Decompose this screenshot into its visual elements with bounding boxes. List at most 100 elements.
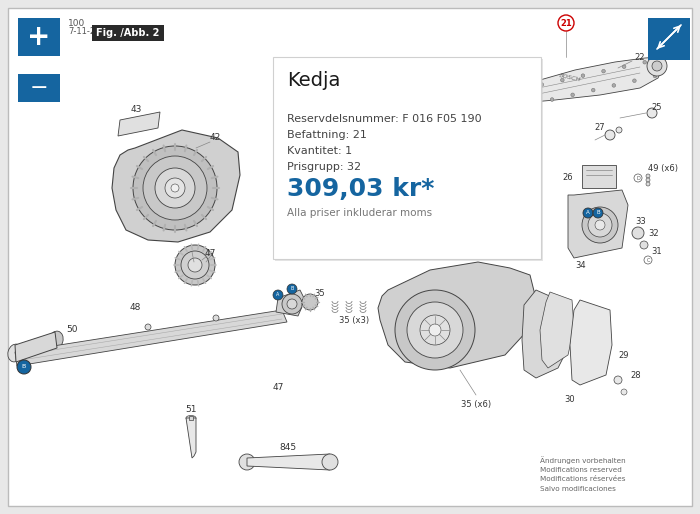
Circle shape — [621, 389, 627, 395]
Bar — [18, 18, 60, 56]
Circle shape — [643, 61, 647, 64]
Bar — [92, 25, 164, 41]
Circle shape — [647, 108, 657, 118]
Circle shape — [646, 178, 650, 182]
Circle shape — [509, 107, 512, 111]
Circle shape — [640, 241, 648, 249]
Circle shape — [465, 100, 481, 116]
Text: 30: 30 — [565, 395, 575, 405]
Circle shape — [588, 213, 612, 237]
Circle shape — [653, 74, 657, 78]
Text: 29: 29 — [618, 351, 629, 359]
Circle shape — [605, 130, 615, 140]
Text: Fig. /Abb. 2: Fig. /Abb. 2 — [97, 28, 160, 38]
Circle shape — [145, 324, 151, 330]
Polygon shape — [112, 130, 240, 242]
FancyBboxPatch shape — [8, 8, 692, 506]
Text: 47: 47 — [272, 383, 284, 393]
Text: B: B — [22, 364, 26, 370]
Text: 21: 21 — [560, 19, 572, 28]
Text: A: A — [276, 292, 280, 298]
Circle shape — [540, 83, 544, 86]
Polygon shape — [582, 165, 616, 188]
Polygon shape — [186, 418, 196, 458]
Circle shape — [595, 220, 605, 230]
Text: +: + — [27, 23, 50, 51]
Circle shape — [530, 102, 533, 106]
Polygon shape — [276, 290, 305, 316]
Circle shape — [181, 251, 209, 279]
Text: BOSCH: BOSCH — [559, 73, 582, 83]
Circle shape — [273, 290, 283, 300]
Circle shape — [550, 98, 554, 101]
Circle shape — [429, 324, 441, 336]
Circle shape — [583, 208, 593, 218]
Ellipse shape — [49, 331, 63, 349]
Text: 50: 50 — [66, 325, 78, 335]
Polygon shape — [378, 262, 535, 368]
Text: 42: 42 — [209, 134, 220, 142]
Text: 51: 51 — [186, 406, 197, 414]
Circle shape — [612, 84, 615, 87]
Polygon shape — [15, 310, 287, 366]
Text: 48: 48 — [130, 303, 141, 313]
Circle shape — [143, 156, 207, 220]
Text: 27: 27 — [595, 123, 606, 133]
FancyBboxPatch shape — [275, 59, 543, 261]
Circle shape — [165, 178, 185, 198]
Text: Befattning: 21: Befattning: 21 — [287, 130, 367, 140]
Circle shape — [473, 103, 483, 113]
Circle shape — [634, 174, 642, 182]
Circle shape — [302, 294, 318, 310]
Circle shape — [519, 87, 523, 91]
Text: Reservdelsnummer: F 016 F05 190: Reservdelsnummer: F 016 F05 190 — [287, 114, 482, 124]
Text: 33: 33 — [635, 217, 645, 227]
Text: 7-11-22: 7-11-22 — [68, 28, 100, 36]
Polygon shape — [462, 57, 664, 114]
Circle shape — [646, 182, 650, 186]
Polygon shape — [189, 416, 193, 420]
Text: Ändrungen vorbehalten
Modifications reserved
Modifications réservées
Salvo modif: Ändrungen vorbehalten Modifications rese… — [540, 456, 626, 491]
Circle shape — [322, 454, 338, 470]
Text: Kedja: Kedja — [287, 71, 340, 90]
Text: 35 (x3): 35 (x3) — [339, 316, 369, 324]
Circle shape — [622, 65, 626, 68]
Circle shape — [558, 15, 574, 31]
Circle shape — [188, 258, 202, 272]
Circle shape — [570, 93, 575, 97]
Circle shape — [646, 174, 650, 178]
Text: 25: 25 — [652, 102, 662, 112]
Circle shape — [633, 79, 636, 83]
Text: 22: 22 — [635, 52, 645, 62]
Circle shape — [420, 315, 450, 345]
Text: 31: 31 — [651, 248, 661, 256]
Text: 47: 47 — [204, 248, 216, 258]
Circle shape — [155, 168, 195, 208]
Polygon shape — [15, 332, 57, 362]
Circle shape — [581, 74, 584, 78]
Text: B: B — [290, 286, 294, 291]
Polygon shape — [118, 112, 160, 136]
Circle shape — [644, 256, 652, 264]
Text: 32: 32 — [648, 229, 659, 237]
Text: 34: 34 — [575, 261, 587, 269]
Circle shape — [632, 227, 644, 239]
Polygon shape — [540, 292, 574, 368]
Text: 43: 43 — [130, 105, 141, 115]
Text: 26: 26 — [562, 173, 573, 181]
Text: −: − — [29, 78, 48, 98]
Circle shape — [647, 56, 667, 76]
Circle shape — [602, 69, 606, 73]
Text: D: D — [636, 175, 640, 180]
Text: C: C — [646, 258, 650, 263]
Circle shape — [499, 91, 503, 95]
Circle shape — [652, 61, 662, 71]
Circle shape — [407, 302, 463, 358]
Circle shape — [616, 127, 622, 133]
Circle shape — [593, 208, 603, 218]
Circle shape — [282, 294, 302, 314]
Circle shape — [175, 245, 215, 285]
Text: Prisgrupp: 32: Prisgrupp: 32 — [287, 162, 361, 172]
Text: 309,03 kr*: 309,03 kr* — [287, 177, 435, 201]
Text: B: B — [596, 211, 600, 215]
